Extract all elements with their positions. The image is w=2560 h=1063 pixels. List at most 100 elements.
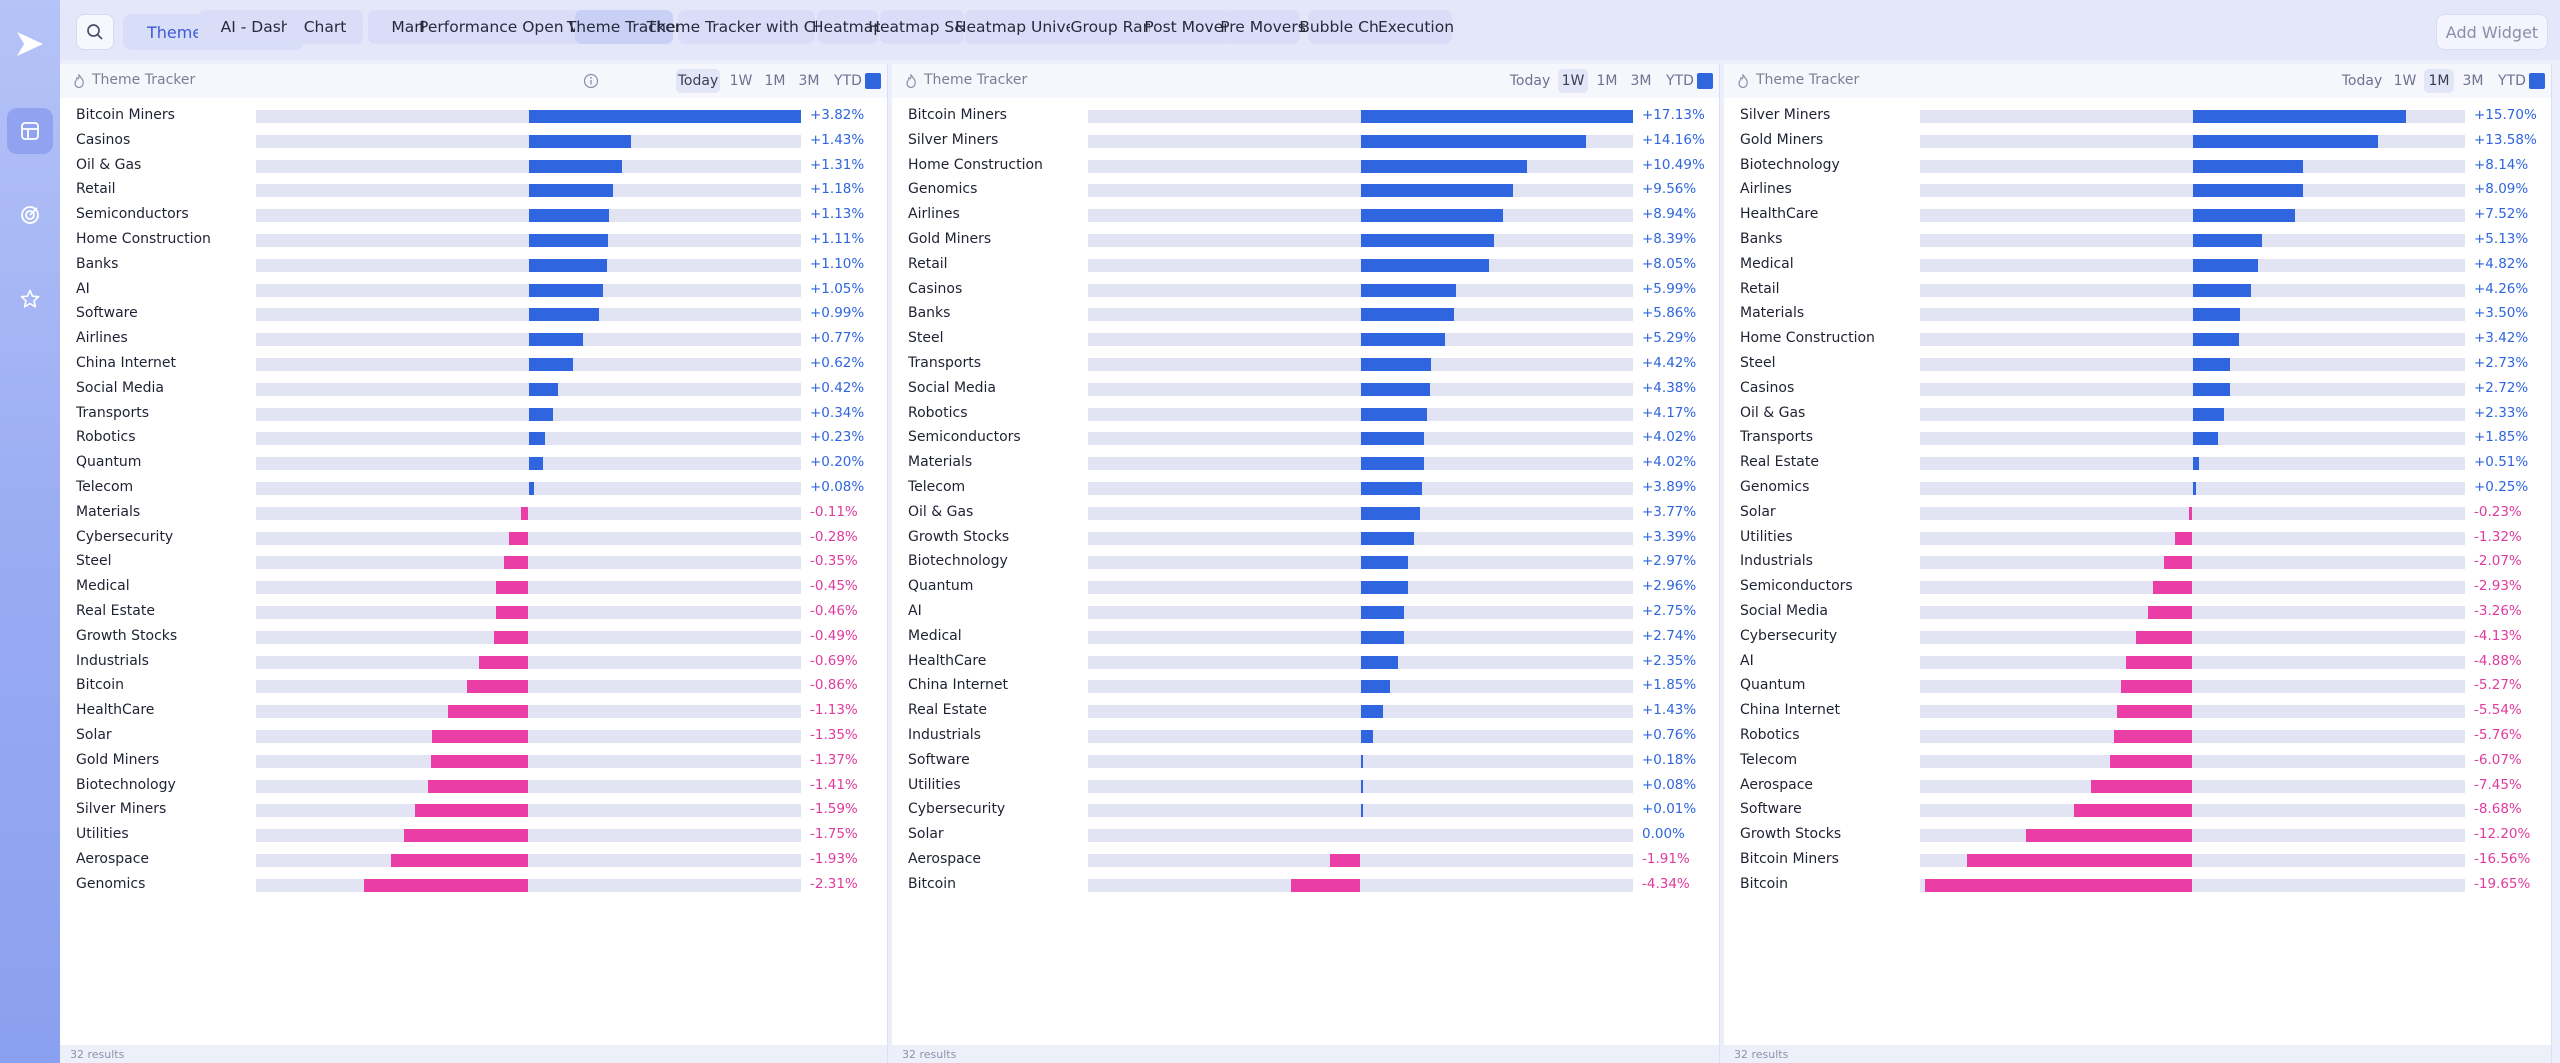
theme-row[interactable]: AI +1.05% (60, 278, 887, 303)
theme-row[interactable]: Cybersecurity +0.01% (892, 798, 1719, 823)
theme-row[interactable]: Telecom +3.89% (892, 476, 1719, 501)
theme-row[interactable]: Medical +2.74% (892, 625, 1719, 650)
theme-row[interactable]: Bitcoin -4.34% (892, 873, 1719, 898)
theme-row[interactable]: Quantum -5.27% (1724, 674, 2551, 699)
theme-row[interactable]: Real Estate +0.51% (1724, 451, 2551, 476)
tab-execution[interactable]: Execution (1378, 10, 1454, 44)
theme-row[interactable]: Silver Miners +15.70% (1724, 104, 2551, 129)
tab-heatmap-universe[interactable]: Heatmap Universe (955, 10, 1099, 44)
theme-row[interactable]: Software -8.68% (1724, 798, 2551, 823)
search-button[interactable] (76, 14, 114, 50)
color-swatch-button[interactable] (865, 73, 881, 89)
theme-row[interactable]: Solar -0.23% (1724, 501, 2551, 526)
theme-row[interactable]: China Internet +0.62% (60, 352, 887, 377)
range-today-button[interactable]: Today (2341, 73, 2383, 89)
theme-row[interactable]: Telecom +0.08% (60, 476, 887, 501)
theme-row[interactable]: Solar -1.35% (60, 724, 887, 749)
theme-row[interactable]: Materials +4.02% (892, 451, 1719, 476)
theme-row[interactable]: Home Construction +10.49% (892, 154, 1719, 179)
tab-theme-tracker-with-chart[interactable]: Theme Tracker with Chart (647, 10, 846, 44)
theme-row[interactable]: China Internet +1.85% (892, 674, 1719, 699)
theme-row[interactable]: Industrials -0.69% (60, 650, 887, 675)
theme-row[interactable]: Silver Miners +14.16% (892, 129, 1719, 154)
theme-row[interactable]: Solar 0.00% (892, 823, 1719, 848)
theme-row[interactable]: Oil & Gas +3.77% (892, 501, 1719, 526)
app-logo-icon[interactable] (15, 30, 45, 58)
theme-row[interactable]: Genomics +0.25% (1724, 476, 2551, 501)
theme-row[interactable]: Retail +4.26% (1724, 278, 2551, 303)
theme-row[interactable]: Aerospace -7.45% (1724, 774, 2551, 799)
theme-row[interactable]: Utilities -1.32% (1724, 526, 2551, 551)
tab-heatmap-s-p[interactable]: Heatmap S&P (868, 10, 976, 44)
theme-row[interactable]: Medical -0.45% (60, 575, 887, 600)
nav-favorites-star-icon[interactable] (7, 276, 53, 322)
theme-row[interactable]: HealthCare -1.13% (60, 699, 887, 724)
range-3m-button[interactable]: 3M (2462, 73, 2484, 89)
theme-row[interactable]: Growth Stocks -12.20% (1724, 823, 2551, 848)
theme-row[interactable]: Industrials +0.76% (892, 724, 1719, 749)
range-ytd-button[interactable]: YTD (834, 73, 862, 89)
theme-row[interactable]: Quantum +2.96% (892, 575, 1719, 600)
theme-row[interactable]: Casinos +2.72% (1724, 377, 2551, 402)
theme-row[interactable]: Social Media +4.38% (892, 377, 1719, 402)
nav-dashboard-icon[interactable] (7, 108, 53, 154)
theme-row[interactable]: Home Construction +3.42% (1724, 327, 2551, 352)
info-icon[interactable] (583, 73, 599, 89)
theme-row[interactable]: Bitcoin Miners -16.56% (1724, 848, 2551, 873)
range-1m-button[interactable]: 1M (2424, 69, 2454, 93)
theme-row[interactable]: Banks +5.13% (1724, 228, 2551, 253)
theme-row[interactable]: Silver Miners -1.59% (60, 798, 887, 823)
theme-row[interactable]: Robotics +0.23% (60, 426, 887, 451)
tab-menu-icon[interactable]: ⋮ (645, 18, 659, 34)
theme-row[interactable]: Oil & Gas +1.31% (60, 154, 887, 179)
theme-row[interactable]: Steel +2.73% (1724, 352, 2551, 377)
theme-row[interactable]: Utilities -1.75% (60, 823, 887, 848)
theme-row[interactable]: Biotechnology +8.14% (1724, 154, 2551, 179)
theme-row[interactable]: Transports +4.42% (892, 352, 1719, 377)
theme-row[interactable]: Airlines +8.94% (892, 203, 1719, 228)
theme-row[interactable]: Home Construction +1.11% (60, 228, 887, 253)
theme-row[interactable]: Semiconductors +4.02% (892, 426, 1719, 451)
theme-row[interactable]: Aerospace -1.93% (60, 848, 887, 873)
theme-row[interactable]: China Internet -5.54% (1724, 699, 2551, 724)
theme-row[interactable]: Social Media +0.42% (60, 377, 887, 402)
theme-row[interactable]: Bitcoin -0.86% (60, 674, 887, 699)
nav-target-icon[interactable] (7, 192, 53, 238)
range-1w-button[interactable]: 1W (1558, 69, 1588, 93)
theme-row[interactable]: Cybersecurity -0.28% (60, 526, 887, 551)
range-3m-button[interactable]: 3M (1630, 73, 1652, 89)
theme-row[interactable]: Software +0.99% (60, 302, 887, 327)
range-today-button[interactable]: Today (1509, 73, 1551, 89)
theme-row[interactable]: AI -4.88% (1724, 650, 2551, 675)
theme-row[interactable]: Steel +5.29% (892, 327, 1719, 352)
theme-row[interactable]: Genomics +9.56% (892, 178, 1719, 203)
theme-row[interactable]: Telecom -6.07% (1724, 749, 2551, 774)
theme-row[interactable]: Bitcoin -19.65% (1724, 873, 2551, 898)
theme-row[interactable]: Airlines +0.77% (60, 327, 887, 352)
theme-row[interactable]: Social Media -3.26% (1724, 600, 2551, 625)
theme-row[interactable]: Biotechnology +2.97% (892, 550, 1719, 575)
theme-row[interactable]: Industrials -2.07% (1724, 550, 2551, 575)
theme-row[interactable]: Retail +8.05% (892, 253, 1719, 278)
theme-row[interactable]: Banks +5.86% (892, 302, 1719, 327)
theme-row[interactable]: Medical +4.82% (1724, 253, 2551, 278)
theme-row[interactable]: HealthCare +2.35% (892, 650, 1719, 675)
range-1w-button[interactable]: 1W (729, 73, 753, 89)
theme-row[interactable]: Growth Stocks -0.49% (60, 625, 887, 650)
range-1m-button[interactable]: 1M (1596, 73, 1618, 89)
theme-row[interactable]: Real Estate -0.46% (60, 600, 887, 625)
theme-row[interactable]: Software +0.18% (892, 749, 1719, 774)
color-swatch-button[interactable] (2529, 73, 2545, 89)
tab-pre-movers[interactable]: Pre Movers (1220, 10, 1306, 44)
theme-row[interactable]: Gold Miners +8.39% (892, 228, 1719, 253)
theme-row[interactable]: Robotics +4.17% (892, 402, 1719, 427)
theme-row[interactable]: HealthCare +7.52% (1724, 203, 2551, 228)
theme-row[interactable]: Transports +0.34% (60, 402, 887, 427)
tab-theme-tracker[interactable]: Theme Tracker ⋮ (567, 10, 681, 44)
theme-row[interactable]: Retail +1.18% (60, 178, 887, 203)
theme-row[interactable]: Semiconductors -2.93% (1724, 575, 2551, 600)
theme-row[interactable]: Materials +3.50% (1724, 302, 2551, 327)
theme-row[interactable]: Quantum +0.20% (60, 451, 887, 476)
theme-row[interactable]: Cybersecurity -4.13% (1724, 625, 2551, 650)
theme-row[interactable]: Real Estate +1.43% (892, 699, 1719, 724)
